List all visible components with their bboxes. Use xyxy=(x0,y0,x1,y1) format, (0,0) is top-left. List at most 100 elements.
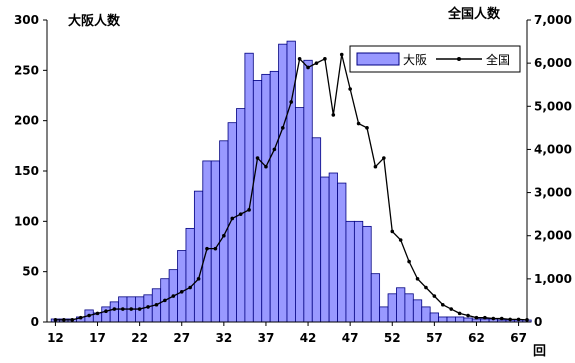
x-tick-label: 12 xyxy=(47,331,64,345)
x-unit-label: 回 xyxy=(533,344,546,359)
bar xyxy=(438,316,448,323)
x-tick-label: 67 xyxy=(510,331,527,345)
right-axis-title: 全国人数 xyxy=(447,6,501,22)
line-point xyxy=(424,285,428,290)
line-series xyxy=(53,52,529,322)
bar xyxy=(337,182,347,323)
bar xyxy=(387,293,397,323)
line-point xyxy=(222,233,226,238)
line-point xyxy=(382,156,386,160)
bar xyxy=(412,299,423,323)
x-tick-label: 52 xyxy=(384,331,401,345)
left-axis-title: 大阪人数 xyxy=(68,13,121,29)
line-point xyxy=(213,246,218,251)
x-tick-label: 17 xyxy=(89,331,106,345)
bar xyxy=(404,293,414,323)
line-point xyxy=(508,317,512,322)
bar xyxy=(193,190,204,323)
bar xyxy=(210,160,221,323)
bar xyxy=(421,306,431,323)
right-tick-label: 3,000 xyxy=(534,186,572,200)
bar xyxy=(227,122,237,323)
left-tick-label: 250 xyxy=(14,63,39,77)
line-point xyxy=(356,121,361,126)
line-point xyxy=(70,318,75,322)
line-point xyxy=(306,65,310,70)
line-point xyxy=(104,309,108,314)
axes: 0 50 100 150 200 250 300 0 1,000 2,000 3,000 4,000 5… xyxy=(14,13,572,345)
right-tick-label: 0 xyxy=(534,315,542,329)
line-point xyxy=(171,294,176,298)
x-tick-label: 27 xyxy=(173,331,190,345)
line-point xyxy=(331,113,336,117)
line-point xyxy=(280,126,285,130)
line-point xyxy=(230,216,235,221)
legend: 大阪 全国 xyxy=(349,45,521,73)
line-point xyxy=(163,298,167,303)
bar xyxy=(463,317,473,323)
line-point xyxy=(466,313,470,318)
line-point xyxy=(491,316,496,321)
line-point xyxy=(272,147,277,152)
bar xyxy=(429,312,439,323)
line-point xyxy=(129,307,134,311)
line-point xyxy=(264,164,268,169)
line-point xyxy=(407,259,411,264)
bar xyxy=(219,140,229,323)
line-point xyxy=(247,208,251,212)
line-point xyxy=(112,307,117,311)
bar xyxy=(295,107,305,323)
line-point xyxy=(62,318,66,322)
right-tick-label: 2,000 xyxy=(534,229,572,243)
line-point xyxy=(87,313,91,318)
bar xyxy=(328,172,338,323)
line-point xyxy=(205,246,209,251)
left-tick-label: 0 xyxy=(31,315,39,329)
x-tick-label: 57 xyxy=(426,331,443,345)
bar xyxy=(370,273,381,323)
bar xyxy=(109,301,119,323)
left-tick-label: 50 xyxy=(22,265,39,279)
legend-swatch-bar xyxy=(356,52,400,66)
legend-label-osaka: 大阪 xyxy=(403,53,427,67)
x-tick-label: 37 xyxy=(258,331,275,345)
line-point xyxy=(398,238,403,242)
line-point xyxy=(499,316,504,321)
bar xyxy=(345,220,355,323)
line-point xyxy=(457,311,462,316)
line-point xyxy=(449,307,454,311)
bar xyxy=(396,287,406,323)
line-point xyxy=(474,315,479,320)
x-tick-label: 62 xyxy=(468,331,485,345)
bar xyxy=(379,306,389,323)
line-point xyxy=(339,52,344,57)
bar xyxy=(311,137,322,323)
line-point xyxy=(179,290,184,294)
line-point xyxy=(137,307,142,311)
line-point xyxy=(188,285,192,290)
bar xyxy=(269,70,279,323)
x-tick-label: 22 xyxy=(131,331,148,345)
bar xyxy=(446,316,456,323)
line-point xyxy=(516,317,521,322)
bar xyxy=(353,220,364,323)
right-tick-label: 5,000 xyxy=(534,99,572,113)
line-point xyxy=(348,87,352,91)
legend-label-national: 全国 xyxy=(486,52,510,67)
legend-swatch-marker xyxy=(457,57,461,61)
line-point xyxy=(314,61,319,65)
bar xyxy=(101,306,111,323)
left-tick-label: 150 xyxy=(14,164,39,178)
bar xyxy=(261,73,271,323)
bar xyxy=(252,80,263,323)
line-point xyxy=(432,294,437,298)
line-point xyxy=(154,302,159,307)
x-tick-label: 42 xyxy=(300,331,317,345)
bar-series xyxy=(50,40,532,323)
bar xyxy=(244,52,254,323)
bar xyxy=(185,227,195,323)
left-tick-label: 200 xyxy=(14,114,39,128)
right-tick-label: 4,000 xyxy=(534,142,572,156)
line-point xyxy=(78,315,83,320)
